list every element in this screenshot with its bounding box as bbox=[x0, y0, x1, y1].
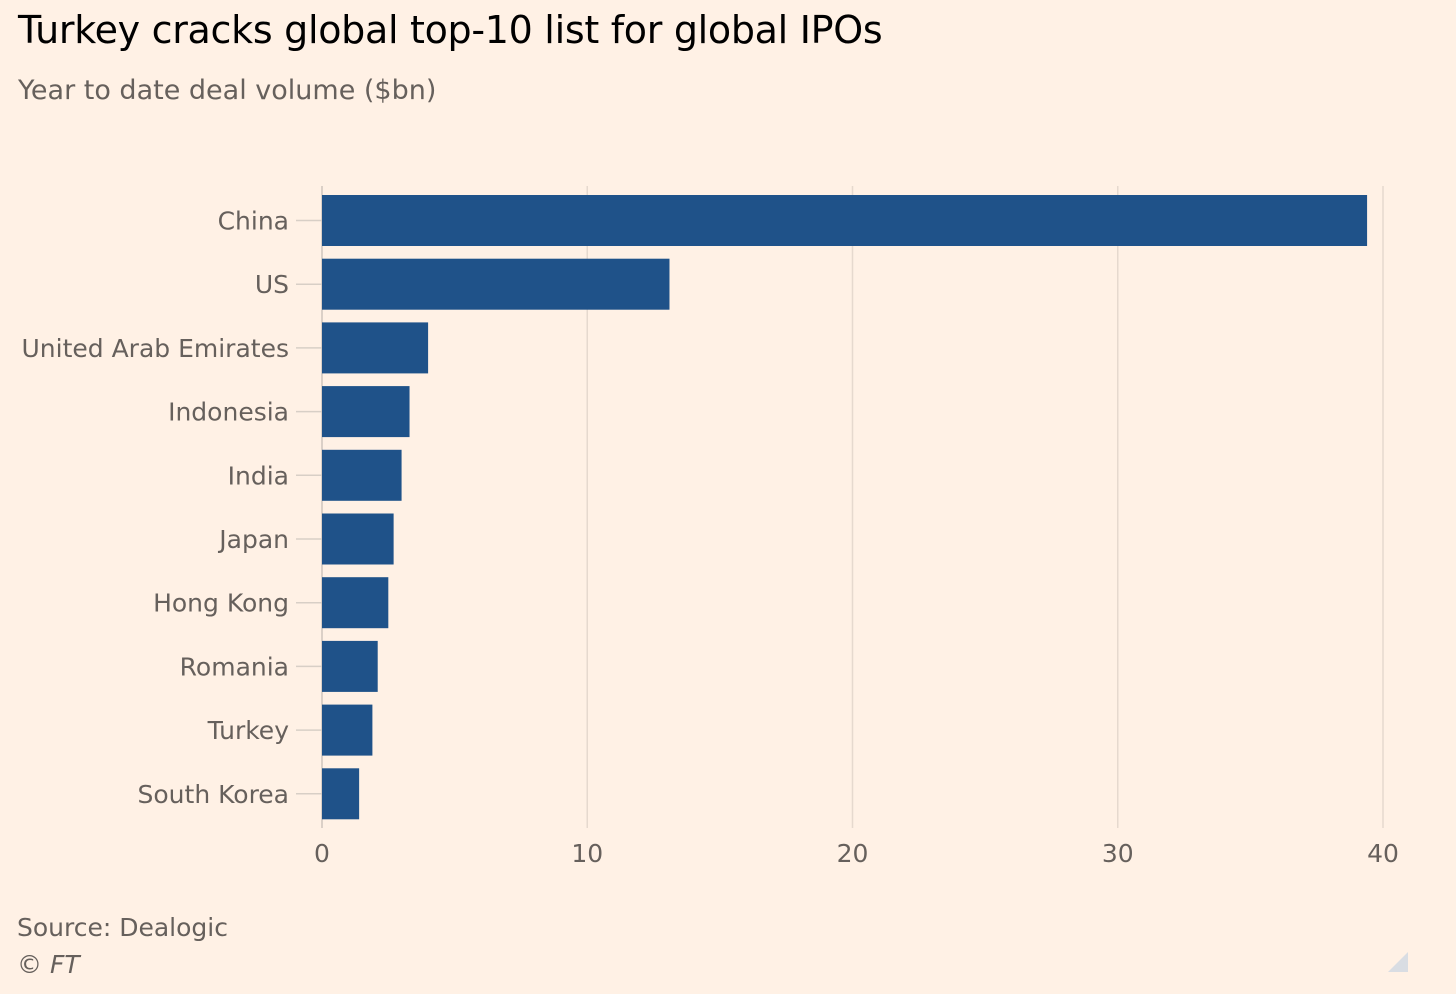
category-label: South Korea bbox=[138, 780, 289, 809]
bar bbox=[322, 768, 360, 820]
bar bbox=[322, 577, 389, 629]
x-tick-label: 30 bbox=[1102, 839, 1134, 868]
bar bbox=[322, 386, 410, 438]
category-label: United Arab Emirates bbox=[21, 334, 289, 363]
category-label: Turkey bbox=[207, 716, 290, 745]
bars bbox=[322, 195, 1368, 820]
category-label: China bbox=[218, 207, 289, 236]
bar bbox=[322, 258, 670, 310]
chart-subtitle: Year to date deal volume ($bn) bbox=[18, 75, 437, 106]
bar bbox=[322, 449, 402, 501]
resize-corner-icon bbox=[1388, 952, 1408, 972]
category-label: Indonesia bbox=[168, 398, 289, 427]
copyright-note: © FT bbox=[17, 950, 80, 979]
x-tick-label: 40 bbox=[1367, 839, 1399, 868]
x-tick-label: 20 bbox=[837, 839, 869, 868]
bar bbox=[322, 322, 429, 374]
x-tick-labels: 0 10 20 30 40 bbox=[314, 839, 1399, 868]
category-label: US bbox=[255, 270, 289, 299]
category-label: Romania bbox=[180, 652, 289, 681]
category-label: Hong Kong bbox=[153, 589, 289, 618]
category-label: India bbox=[228, 461, 289, 490]
category-labels: China US United Arab Emirates Indonesia Indi… bbox=[21, 207, 289, 809]
category-label: Japan bbox=[217, 525, 289, 554]
x-tick-label: 0 bbox=[314, 839, 330, 868]
source-note: Source: Dealogic bbox=[17, 913, 228, 942]
bar bbox=[322, 513, 394, 565]
bar-chart: China US United Arab Emirates Indonesia Indi… bbox=[21, 186, 1399, 868]
chart-title: Turkey cracks global top-10 list for glo… bbox=[18, 8, 883, 52]
bar bbox=[322, 640, 378, 692]
x-tick-label: 10 bbox=[571, 839, 603, 868]
bar bbox=[322, 195, 1368, 246]
bar bbox=[322, 704, 373, 756]
